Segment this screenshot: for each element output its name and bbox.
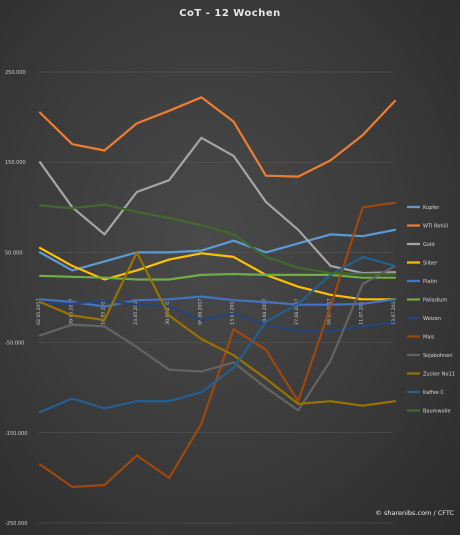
legend-label: Weizen [423, 316, 441, 322]
y-tick-label: 50.000 [5, 250, 23, 256]
x-tick-label: 09.05.2017 [68, 298, 74, 324]
legend-label: WTI Rohöl [423, 224, 448, 230]
legend-label: Platin [423, 279, 437, 285]
y-tick-label: 250.000 [5, 70, 26, 76]
x-tick-label: 27.06.2017 [294, 298, 300, 324]
x-tick-label: 23.05.2017 [133, 298, 139, 324]
x-tick-label: 11.07.2017 [359, 298, 365, 324]
x-tick-label: 18.07.2017 [391, 298, 397, 324]
legend-label: Sojabohnen [423, 353, 453, 359]
series-line-mais [38, 201, 397, 488]
x-tick-label: 06.06.2017 [197, 298, 203, 324]
legend-label: Baumwolle [423, 409, 451, 415]
y-tick-label: -50.000 [5, 341, 24, 347]
legend-label: Kupfer [423, 205, 440, 211]
legend: Kupfer WTI Rohöl Gold Silber Platin Palladium… [407, 205, 455, 415]
series-line-zucker-no11 [38, 251, 397, 407]
legend-label: Mais [423, 335, 435, 341]
x-tick-label: 13.06.2017 [230, 298, 236, 324]
legend-label: Kaffee C [423, 390, 444, 396]
series-line-kaffee-c [38, 255, 397, 414]
series-line-platin [38, 295, 397, 308]
x-tick-label: 16.05.2017 [101, 298, 107, 324]
x-tick-label: 02.05.2017 [36, 298, 42, 324]
legend-label: Palladium [423, 298, 447, 304]
legend-label: Zucker No11 [423, 372, 455, 378]
chart-title: CoT - 12 Wochen [179, 8, 281, 19]
series-line-gold [38, 136, 397, 275]
series-line-sojabohnen [38, 264, 397, 412]
series-line-baumwolle [38, 203, 397, 276]
series-line-weizen [38, 299, 397, 332]
legend-label: Gold [423, 242, 435, 248]
y-axis-ticks: 250.000 150.000 50.000 -50.000 -150.000 -250.… [5, 70, 27, 527]
series-line-wti-roh-l [38, 96, 397, 178]
x-tick-label: 20.06.2017 [262, 298, 268, 324]
series-lines [38, 96, 397, 488]
series-line-palladium [38, 272, 397, 281]
series-line-kupfer [38, 228, 397, 272]
y-tick-label: -250.000 [5, 521, 27, 527]
legend-label: Silber [423, 261, 438, 267]
gridlines [38, 71, 393, 524]
source-credit: © sharenibs.com / CFTC [375, 509, 454, 517]
y-tick-label: -150.000 [5, 431, 27, 437]
y-tick-label: 150.000 [5, 160, 26, 166]
